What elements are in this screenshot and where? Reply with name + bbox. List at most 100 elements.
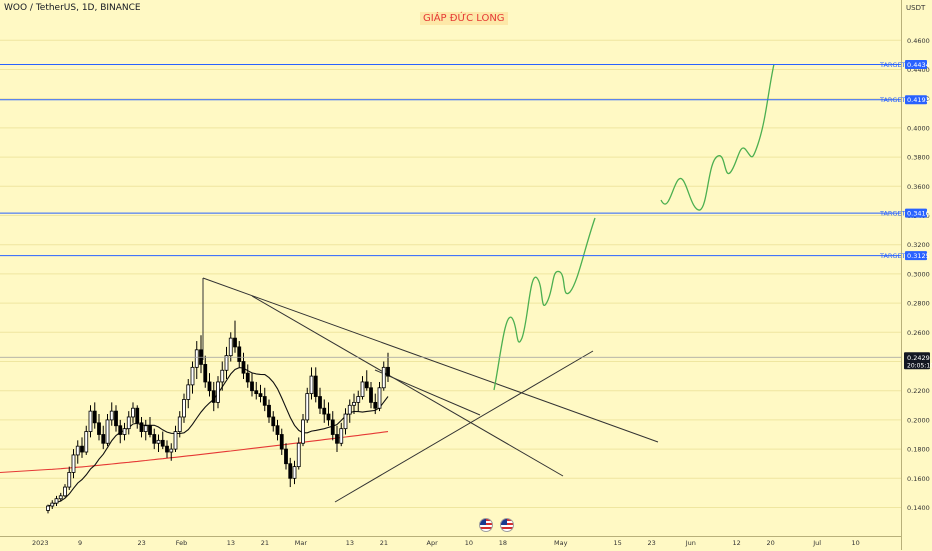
trendline-support: [334, 350, 594, 503]
candle: [92, 410, 97, 424]
candle: [322, 407, 327, 415]
candle: [220, 369, 225, 383]
time-axis[interactable]: [0, 536, 901, 551]
candle: [237, 346, 242, 362]
candle: [309, 375, 314, 395]
candle: [131, 407, 135, 418]
candle: [377, 387, 382, 409]
candle: [233, 337, 237, 348]
candle: [386, 366, 390, 377]
candle: [177, 416, 182, 432]
candle: [216, 381, 220, 403]
chart-grid: [0, 39, 901, 508]
candle: [258, 393, 263, 397]
candle: [160, 439, 165, 447]
candle: [156, 439, 161, 444]
projection-path: [493, 63, 775, 391]
candle: [381, 366, 386, 389]
candlesticks: [46, 320, 390, 514]
candle: [109, 410, 114, 421]
candle: [97, 422, 101, 435]
candle: [250, 381, 254, 392]
trendline-secondary: [251, 295, 564, 477]
candle: [80, 445, 84, 453]
candle: [126, 416, 131, 430]
candle: [148, 425, 152, 435]
candle: [190, 366, 195, 386]
candle: [288, 463, 293, 479]
candle: [245, 372, 250, 383]
candle: [292, 466, 297, 479]
trendlines: [202, 277, 659, 503]
candle: [50, 502, 55, 507]
candle: [318, 396, 322, 409]
candle: [352, 401, 356, 406]
candle: [194, 349, 199, 368]
candle: [343, 413, 348, 430]
candle: [105, 419, 110, 444]
candle: [330, 419, 335, 435]
symbol-title[interactable]: WOO / TetherUS, 1D, BINANCE: [4, 3, 141, 13]
candle: [84, 431, 89, 453]
candle: [267, 404, 271, 418]
candle: [262, 396, 267, 406]
candle: [143, 425, 148, 432]
projection-wave-2: [660, 63, 775, 211]
candle: [46, 505, 50, 511]
candle: [326, 413, 331, 421]
candle: [165, 445, 169, 453]
candle: [118, 425, 123, 435]
candle: [207, 381, 212, 392]
candle: [356, 396, 361, 403]
candle: [186, 384, 191, 400]
candle: [173, 431, 178, 450]
candle: [58, 495, 63, 500]
candle: [301, 419, 305, 444]
candle: [335, 434, 339, 444]
candle: [313, 375, 318, 397]
candle: [296, 442, 301, 468]
us-flag-event-icon[interactable]: [479, 518, 493, 532]
candle: [284, 448, 288, 465]
candle: [75, 445, 80, 456]
candle: [271, 416, 276, 427]
candle: [305, 393, 310, 421]
candle: [339, 428, 344, 444]
author-watermark: GIÁP ĐỨC LONG: [420, 12, 508, 25]
target-lines: [0, 64, 901, 358]
candle: [88, 410, 93, 432]
candle: [224, 355, 229, 371]
candle: [114, 410, 118, 427]
candle: [369, 387, 373, 403]
candle: [101, 434, 106, 444]
candle: [63, 486, 67, 497]
candle: [71, 454, 76, 473]
candle: [54, 498, 59, 504]
candle: [152, 434, 157, 444]
moving-average-slow-line: [0, 431, 389, 474]
candle: [169, 448, 174, 453]
candle: [279, 434, 284, 450]
price-axis[interactable]: [901, 0, 932, 550]
candle: [182, 399, 186, 418]
projection-wave-1: [493, 217, 596, 391]
candle: [139, 422, 144, 432]
candle: [122, 428, 127, 435]
candle: [67, 472, 72, 488]
candle: [241, 361, 246, 374]
candle: [275, 425, 280, 435]
us-flag-event-icon[interactable]: [500, 518, 514, 532]
candle: [228, 337, 233, 357]
axis-unit-label: USDT: [906, 4, 926, 12]
candle: [211, 390, 216, 403]
trendline-inner: [374, 369, 481, 416]
candle: [360, 381, 365, 397]
candle: [373, 401, 378, 409]
moving-average-slow: [0, 431, 389, 474]
candle: [347, 404, 352, 415]
candle: [135, 407, 140, 424]
candle: [203, 364, 208, 383]
candle: [254, 390, 259, 395]
trendline-upper: [202, 277, 659, 443]
